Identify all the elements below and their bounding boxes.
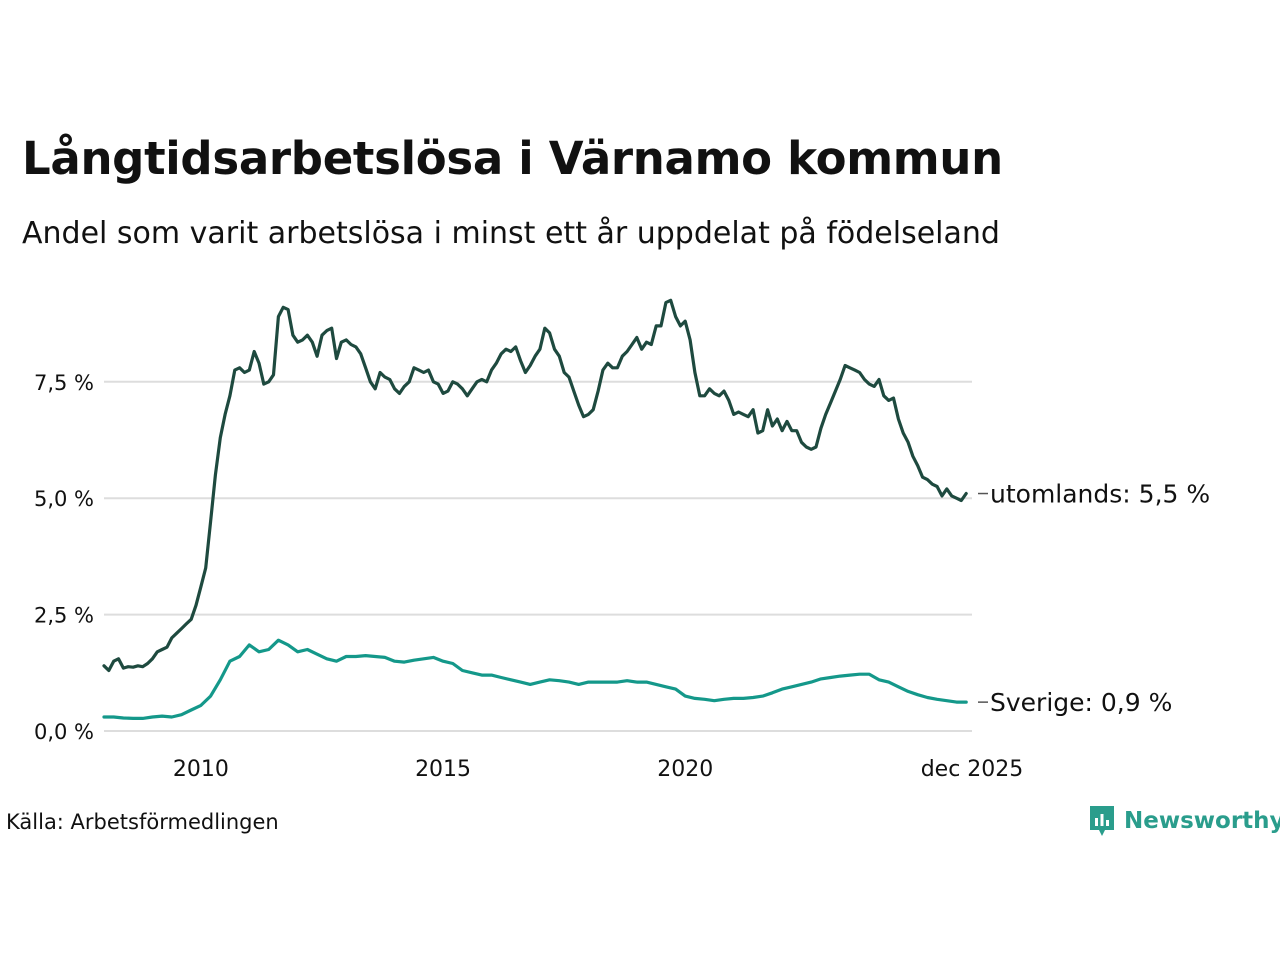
x-tick-label: 2010 (173, 757, 229, 782)
source-note: Källa: Arbetsförmedlingen (6, 810, 279, 834)
series-line-sverige (102, 638, 968, 720)
y-tick-label: 7,5 % (34, 371, 94, 395)
chart-title: Långtidsarbetslösa i Värnamo kommun (22, 132, 1003, 185)
chart-subtitle: Andel som varit arbetslösa i minst ett å… (22, 216, 1000, 251)
brand-logo[interactable]: Newsworthy (1088, 804, 1280, 838)
brand-name: Newsworthy (1124, 808, 1280, 834)
x-tick-label: dec 2025 (921, 757, 1024, 782)
y-tick-label: 2,5 % (34, 604, 94, 628)
series-end-label: Sverige: 0,9 % (990, 688, 1172, 717)
x-tick-label: 2015 (415, 757, 471, 782)
newsworthy-chart-icon (1090, 806, 1114, 836)
y-tick-label: 0,0 % (34, 720, 94, 744)
series-line-utomlands (102, 298, 968, 673)
x-tick-label: 2020 (657, 757, 713, 782)
y-tick-label: 5,0 % (34, 487, 94, 511)
series-end-label: utomlands: 5,5 % (990, 480, 1210, 509)
